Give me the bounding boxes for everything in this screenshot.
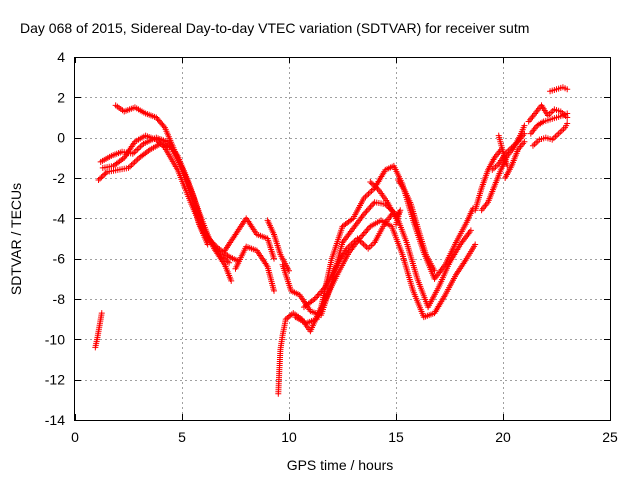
y-axis-label: SDTVAR / TECUs bbox=[8, 183, 24, 295]
data-point bbox=[362, 242, 369, 249]
data-point bbox=[368, 187, 375, 194]
data-point bbox=[564, 110, 571, 117]
data-point bbox=[153, 136, 160, 143]
tick-labels: 0 5 10 15 20 25 -14 -12 -10 -8 -6 -4 -2 0 2 4 bbox=[45, 49, 618, 445]
data-point bbox=[371, 183, 378, 190]
data-point bbox=[363, 227, 370, 234]
data-point bbox=[98, 310, 105, 317]
data-point bbox=[218, 252, 225, 259]
chart-title: Day 068 of 2015, Sidereal Day-to-day VTE… bbox=[20, 20, 529, 36]
data-point bbox=[128, 162, 135, 169]
data-point bbox=[313, 294, 320, 301]
data-point bbox=[521, 130, 528, 137]
data-point bbox=[160, 123, 167, 130]
data-point bbox=[271, 287, 278, 294]
data-point bbox=[367, 189, 374, 196]
x-tick-label: 25 bbox=[602, 429, 618, 445]
data-point bbox=[315, 291, 322, 298]
data-point bbox=[504, 162, 511, 169]
data-point bbox=[367, 203, 374, 210]
data-point bbox=[95, 177, 102, 184]
data-point bbox=[135, 145, 142, 152]
x-tick-label: 15 bbox=[388, 429, 404, 445]
data-point bbox=[564, 120, 571, 127]
data-point bbox=[367, 179, 374, 186]
data-point bbox=[221, 255, 228, 262]
data-point bbox=[156, 139, 163, 146]
x-tick-label: 20 bbox=[495, 429, 511, 445]
x-tick-label: 10 bbox=[281, 429, 297, 445]
grid bbox=[75, 57, 610, 420]
data-point bbox=[210, 240, 217, 247]
data-point bbox=[368, 180, 375, 187]
data-point bbox=[365, 190, 372, 197]
data-point bbox=[223, 257, 230, 264]
data-point bbox=[431, 267, 438, 274]
data-point bbox=[467, 227, 474, 234]
data-point bbox=[132, 147, 139, 154]
y-tick-label: -4 bbox=[53, 210, 66, 226]
data-point bbox=[131, 159, 138, 166]
y-tick-label: 4 bbox=[57, 49, 65, 65]
data-point bbox=[360, 230, 367, 237]
data-point bbox=[137, 143, 144, 150]
x-tick-label: 0 bbox=[71, 429, 79, 445]
data-point bbox=[521, 122, 528, 129]
data-point bbox=[220, 254, 227, 261]
x-tick-label: 5 bbox=[178, 429, 186, 445]
data-point bbox=[160, 143, 167, 150]
data-point bbox=[314, 292, 321, 299]
data-point bbox=[271, 255, 278, 262]
data-point bbox=[368, 202, 375, 209]
data-point bbox=[359, 232, 366, 239]
data-point bbox=[211, 242, 218, 249]
y-tick-label: 2 bbox=[57, 89, 65, 105]
data-point bbox=[224, 258, 231, 265]
data-point bbox=[133, 157, 140, 164]
data-point bbox=[101, 171, 108, 178]
y-tick-label: -10 bbox=[45, 331, 65, 347]
data-point bbox=[363, 208, 370, 215]
data-point bbox=[204, 241, 211, 248]
data-point bbox=[157, 140, 164, 147]
y-tick-label: -14 bbox=[45, 412, 65, 428]
data-point bbox=[130, 160, 137, 167]
data-point bbox=[217, 251, 224, 258]
data-point bbox=[521, 138, 528, 145]
data-point bbox=[364, 226, 371, 233]
data-point bbox=[99, 172, 106, 179]
data-point bbox=[154, 138, 161, 145]
data-point bbox=[393, 221, 399, 228]
data-point bbox=[360, 241, 367, 248]
y-tick-label: -6 bbox=[53, 251, 66, 267]
data-point bbox=[159, 142, 166, 149]
data-point bbox=[226, 259, 233, 266]
data-point bbox=[209, 239, 216, 246]
data-point bbox=[361, 229, 368, 236]
data-point bbox=[373, 184, 380, 191]
data-point bbox=[472, 241, 479, 248]
y-tick-label: -2 bbox=[53, 170, 66, 186]
data-point bbox=[363, 192, 370, 199]
plot-frame bbox=[74, 57, 611, 421]
y-tick-label: -8 bbox=[53, 291, 66, 307]
data-point bbox=[98, 174, 105, 181]
data-point bbox=[134, 146, 141, 153]
data-point bbox=[366, 205, 373, 212]
y-tick-label: -12 bbox=[45, 372, 65, 388]
data-point bbox=[228, 277, 235, 284]
data-points bbox=[92, 84, 571, 397]
data-point bbox=[370, 200, 377, 207]
data-point bbox=[564, 86, 571, 93]
data-point bbox=[370, 181, 377, 188]
x-axis-label: GPS time / hours bbox=[287, 457, 394, 473]
data-point bbox=[96, 175, 103, 182]
data-point bbox=[102, 170, 109, 177]
data-point bbox=[364, 206, 371, 213]
y-tick-label: 0 bbox=[57, 130, 65, 146]
data-point bbox=[374, 185, 381, 192]
axis-ticks bbox=[75, 57, 611, 421]
